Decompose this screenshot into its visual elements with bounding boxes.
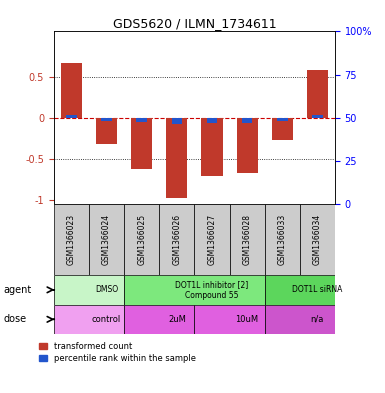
- Bar: [194, 305, 265, 334]
- Text: control: control: [92, 315, 121, 324]
- Bar: [54, 275, 124, 305]
- Text: GSM1366034: GSM1366034: [313, 214, 322, 265]
- Bar: [307, 70, 328, 118]
- Legend: transformed count, percentile rank within the sample: transformed count, percentile rank withi…: [39, 342, 196, 363]
- Text: GSM1366027: GSM1366027: [208, 214, 216, 265]
- Bar: [300, 204, 335, 275]
- Text: n/a: n/a: [311, 315, 324, 324]
- Text: GSM1366025: GSM1366025: [137, 214, 146, 265]
- Bar: [201, 118, 223, 176]
- Bar: [96, 118, 117, 144]
- Bar: [124, 275, 265, 305]
- Text: GSM1366028: GSM1366028: [243, 214, 252, 265]
- Bar: [66, 115, 77, 118]
- Bar: [264, 204, 300, 275]
- Text: GSM1366026: GSM1366026: [172, 214, 181, 265]
- Bar: [166, 118, 187, 198]
- Bar: [264, 305, 335, 334]
- Bar: [277, 118, 288, 121]
- Bar: [54, 204, 89, 275]
- Bar: [136, 118, 147, 122]
- Bar: [54, 305, 124, 334]
- Text: agent: agent: [4, 285, 32, 295]
- Text: GSM1366023: GSM1366023: [67, 214, 76, 265]
- Bar: [312, 115, 323, 118]
- Text: DMSO: DMSO: [95, 285, 118, 294]
- Text: dose: dose: [4, 314, 27, 324]
- Text: GSM1366024: GSM1366024: [102, 214, 111, 265]
- Text: GSM1366033: GSM1366033: [278, 214, 287, 265]
- Bar: [172, 118, 182, 125]
- Bar: [272, 118, 293, 140]
- Bar: [159, 204, 194, 275]
- Text: 10uM: 10uM: [236, 315, 259, 324]
- Bar: [229, 204, 265, 275]
- Bar: [61, 63, 82, 118]
- Bar: [242, 118, 253, 123]
- Bar: [124, 204, 159, 275]
- Bar: [124, 305, 194, 334]
- Bar: [236, 118, 258, 173]
- Bar: [101, 118, 112, 121]
- Text: DOT1L inhibitor [2]
Compound 55: DOT1L inhibitor [2] Compound 55: [175, 280, 249, 299]
- Bar: [264, 275, 335, 305]
- Title: GDS5620 / ILMN_1734611: GDS5620 / ILMN_1734611: [112, 17, 276, 30]
- Bar: [194, 204, 229, 275]
- Text: DOT1L siRNA: DOT1L siRNA: [292, 285, 343, 294]
- Bar: [207, 118, 217, 123]
- Bar: [89, 204, 124, 275]
- Text: 2uM: 2uM: [168, 315, 186, 324]
- Bar: [131, 118, 152, 169]
